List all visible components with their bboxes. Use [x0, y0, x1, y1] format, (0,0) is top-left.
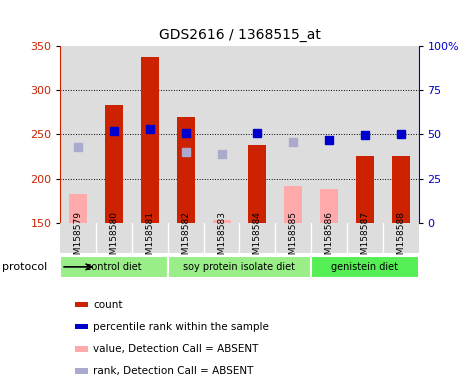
- Bar: [96, 46, 132, 223]
- Bar: [177, 117, 195, 223]
- Bar: [60, 46, 96, 223]
- Text: GSM158585: GSM158585: [289, 210, 298, 266]
- Text: control diet: control diet: [86, 262, 142, 272]
- Title: GDS2616 / 1368515_at: GDS2616 / 1368515_at: [159, 28, 320, 42]
- Text: GSM158588: GSM158588: [396, 210, 405, 266]
- Bar: [132, 46, 168, 223]
- Text: soy protein isolate diet: soy protein isolate diet: [184, 262, 295, 272]
- Text: genistein diet: genistein diet: [331, 262, 399, 272]
- Text: GSM158587: GSM158587: [360, 210, 369, 266]
- Bar: [204, 46, 239, 223]
- Bar: [168, 256, 311, 278]
- Text: percentile rank within the sample: percentile rank within the sample: [93, 322, 269, 332]
- Text: GSM158580: GSM158580: [110, 210, 119, 266]
- Text: GSM158579: GSM158579: [74, 210, 83, 266]
- Bar: [347, 46, 383, 223]
- Text: GSM158582: GSM158582: [181, 211, 190, 265]
- Bar: [311, 256, 418, 278]
- Bar: [239, 46, 275, 223]
- Bar: [168, 46, 204, 223]
- Bar: [356, 157, 374, 223]
- Bar: [284, 185, 302, 223]
- Bar: [213, 220, 231, 223]
- Bar: [75, 346, 88, 352]
- Bar: [60, 256, 168, 278]
- Text: count: count: [93, 300, 123, 310]
- Text: GSM158584: GSM158584: [253, 211, 262, 265]
- Text: protocol: protocol: [2, 262, 47, 272]
- Bar: [105, 105, 123, 223]
- Bar: [320, 189, 338, 223]
- Bar: [392, 157, 410, 223]
- Bar: [248, 145, 266, 223]
- Text: GSM158586: GSM158586: [325, 210, 333, 266]
- Text: GSM158581: GSM158581: [146, 210, 154, 266]
- Bar: [75, 368, 88, 374]
- Text: value, Detection Call = ABSENT: value, Detection Call = ABSENT: [93, 344, 259, 354]
- Text: GSM158583: GSM158583: [217, 210, 226, 266]
- Bar: [75, 324, 88, 329]
- Bar: [75, 302, 88, 307]
- Bar: [383, 46, 418, 223]
- Bar: [311, 46, 347, 223]
- Text: rank, Detection Call = ABSENT: rank, Detection Call = ABSENT: [93, 366, 254, 376]
- Bar: [141, 57, 159, 223]
- Bar: [275, 46, 311, 223]
- Bar: [69, 194, 87, 223]
